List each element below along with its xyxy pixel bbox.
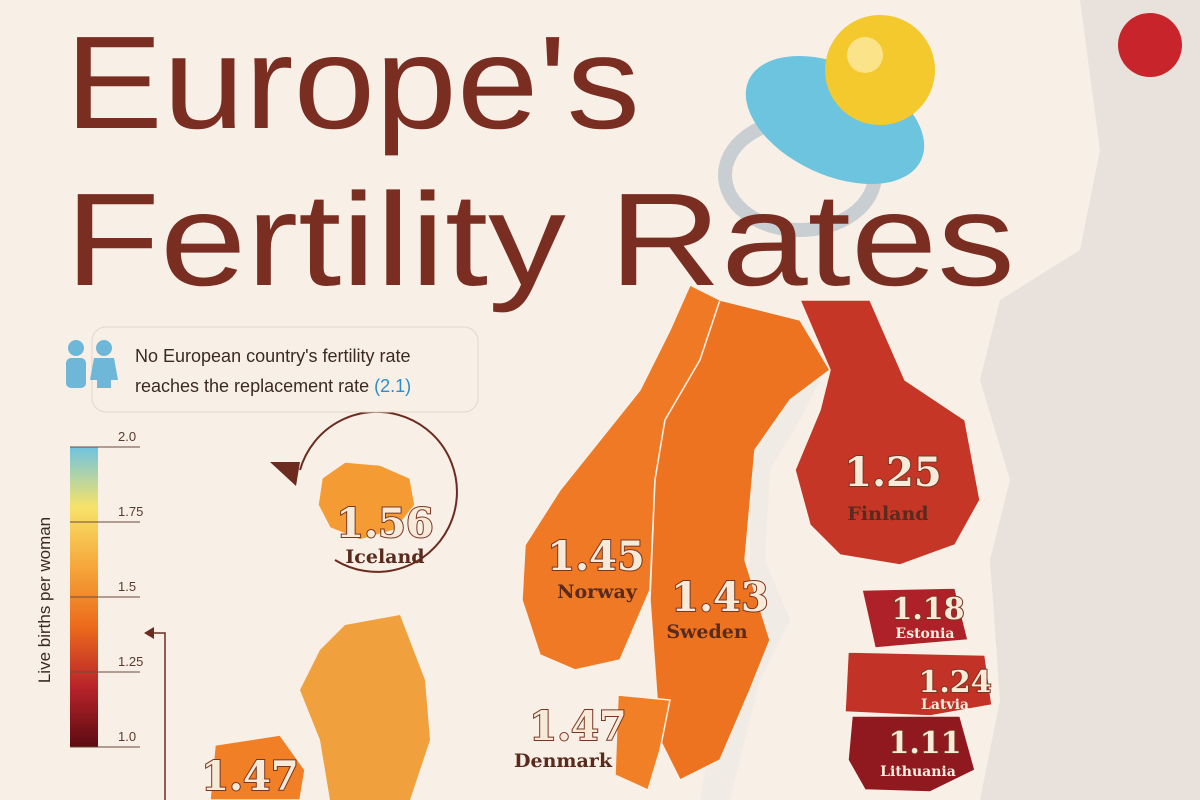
region-name: Iceland xyxy=(345,546,424,568)
region-name: Sweden xyxy=(666,621,748,643)
region-iceland xyxy=(317,461,416,541)
value-label: 1.56 xyxy=(336,500,433,547)
value-label: 1.45 xyxy=(547,533,644,580)
value-label: 1.43 xyxy=(671,574,768,621)
value-label: 1.47 xyxy=(201,753,298,800)
land-background xyxy=(980,0,1200,800)
region-name: Norway xyxy=(557,581,638,603)
tick-label: 1.25 xyxy=(118,654,143,669)
legend: 2.0 1.75 1.5 1.25 1.0 xyxy=(70,429,143,748)
note-highlight: (2.1) xyxy=(374,376,411,396)
region-uk xyxy=(300,615,430,800)
region-name: Latvia xyxy=(921,697,969,713)
tick-label: 1.5 xyxy=(118,579,136,594)
pacifier-icon xyxy=(718,15,935,237)
value-label: 1.11 xyxy=(888,726,961,761)
region-latvia xyxy=(844,651,993,717)
legend-title: Live births per woman xyxy=(35,517,54,683)
tick-label: 1.75 xyxy=(118,504,143,519)
note-box xyxy=(91,326,479,413)
region-sweden xyxy=(649,299,831,782)
pointer-arrow xyxy=(144,627,154,639)
title: Fertility Rates xyxy=(65,166,1015,313)
note-text: reaches the replacement rate xyxy=(135,376,369,396)
kids-icon xyxy=(66,340,118,388)
region-lithuania xyxy=(847,715,976,793)
region-estonia xyxy=(861,587,969,649)
note-text: No European country's fertility rate xyxy=(135,346,411,366)
tick-label: 2.0 xyxy=(118,429,136,444)
note-text: reaches the replacement rate (2.1) xyxy=(135,376,411,396)
region-name: Denmark xyxy=(514,750,613,772)
callout-arrow xyxy=(270,462,300,486)
region-name: Estonia xyxy=(896,626,955,642)
region-ireland xyxy=(209,734,306,800)
value-label: 1.47 xyxy=(529,703,626,750)
title: Europe's xyxy=(65,9,640,156)
logo xyxy=(1118,13,1182,77)
value-label: 1.25 xyxy=(844,449,941,496)
region-finland xyxy=(794,299,981,566)
value-label: 1.18 xyxy=(891,592,964,627)
region-denmark xyxy=(614,694,671,792)
region-name: Finland xyxy=(847,503,928,525)
iceland-callout xyxy=(299,410,458,573)
tick-label: 1.0 xyxy=(118,729,136,744)
region-name: Lithuania xyxy=(880,764,956,780)
value-label: 1.24 xyxy=(918,665,991,700)
